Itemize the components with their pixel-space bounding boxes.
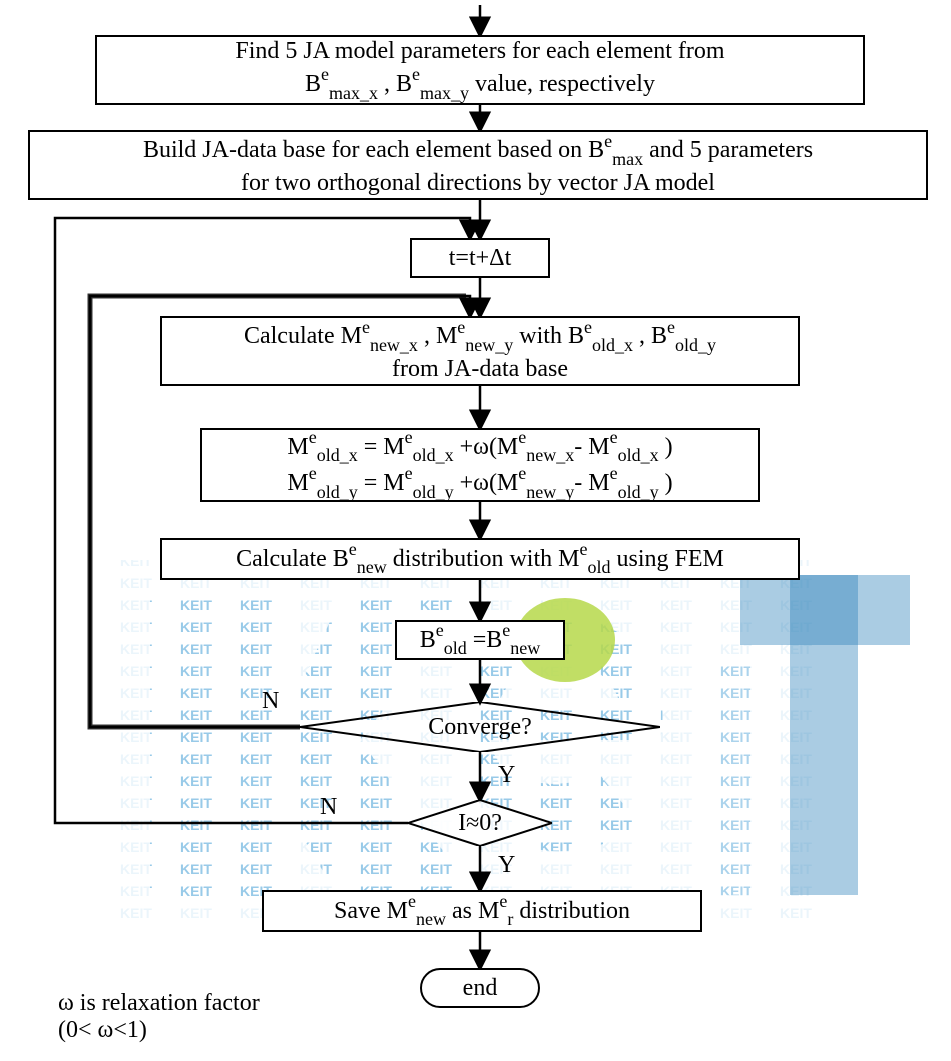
step-build-database: Build JA-data base for each element base… — [28, 130, 928, 200]
step-relax-update: Meold_x = Meold_x +ω(Menew_x- Meold_x )M… — [200, 428, 760, 502]
step-assign-b-old: Beold =Benew — [395, 620, 565, 660]
step-find-parameters: Find 5 JA model parameters for each elem… — [95, 35, 865, 105]
edge-label-izero-no: N — [320, 794, 337, 821]
step-save-mr: Save Menew as Mer distribution — [262, 890, 702, 932]
decision-i-zero: I≈0? — [408, 800, 552, 846]
edge-label-izero-yes: Y — [498, 852, 515, 879]
flowchart-canvas: KEIT — [0, 0, 951, 1061]
footnote-omega: ω is relaxation factor(0< ω<1) — [58, 990, 260, 1044]
step-calc-m-new: Calculate Menew_x , Menew_y with Beold_x… — [160, 316, 800, 386]
step-calc-b-new-fem: Calculate Benew distribution with Meold … — [160, 538, 800, 580]
edge-label-converge-no: N — [262, 688, 279, 715]
step-time-increment: t=t+Δt — [410, 238, 550, 278]
terminator-end: end — [420, 968, 540, 1008]
decision-converge: Converge? — [300, 702, 660, 752]
edge-label-converge-yes: Y — [498, 762, 515, 789]
